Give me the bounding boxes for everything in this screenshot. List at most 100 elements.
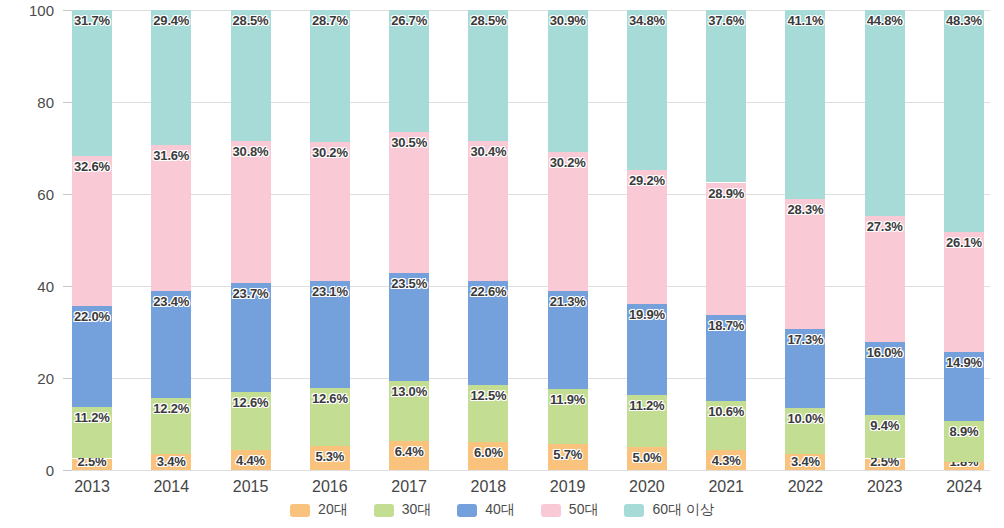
bar-segment-2013-50대	[72, 156, 112, 306]
y-axis-label-100: 100	[14, 3, 54, 18]
legend-label-60대 이상: 60대 이상	[652, 501, 713, 519]
bar-value-label-2023-60대 이상: 44.8%	[867, 13, 903, 28]
x-axis-label-2023: 2023	[867, 478, 903, 496]
legend-item-30대: 30대	[374, 501, 432, 519]
x-axis-label-2013: 2013	[74, 478, 110, 496]
bar-value-label-2020-40대: 19.9%	[629, 307, 665, 322]
gridline-60	[72, 194, 990, 195]
bar-value-label-2016-20대: 5.3%	[315, 449, 344, 464]
legend-label-40대: 40대	[485, 501, 515, 519]
x-axis-label-2017: 2017	[391, 478, 427, 496]
bar-value-label-2018-60대 이상: 28.5%	[470, 13, 506, 28]
x-axis-label-2022: 2022	[788, 478, 824, 496]
bar-segment-2016-50대	[310, 142, 350, 281]
bar-segment-2015-60대 이상	[231, 10, 271, 141]
bar-value-label-2014-60대 이상: 29.4%	[153, 13, 189, 28]
y-axis-label-40: 40	[14, 279, 54, 294]
bar-value-label-2013-60대 이상: 31.7%	[74, 13, 110, 28]
legend: 20대 30대 40대 50대 60대 이상	[0, 501, 1004, 519]
x-axis-label-2015: 2015	[233, 478, 269, 496]
gridline-0	[72, 470, 990, 471]
bar-value-label-2015-30대: 12.6%	[233, 395, 269, 410]
bar-segment-2023-50대	[865, 216, 905, 342]
bar-value-label-2020-30대: 11.2%	[629, 398, 664, 413]
y-axis-label-80: 80	[14, 95, 54, 110]
bar-value-label-2020-60대 이상: 34.8%	[629, 13, 665, 28]
y-axis-tick-80	[63, 102, 72, 103]
bar-segment-2014-60대 이상	[151, 10, 191, 145]
bar-value-label-2016-60대 이상: 28.7%	[312, 13, 348, 28]
bar-value-label-2024-40대: 14.9%	[946, 355, 982, 370]
bar-value-label-2016-50대: 30.2%	[312, 145, 348, 160]
x-axis-label-2024: 2024	[946, 478, 982, 496]
bar-segment-2021-60대 이상	[706, 10, 746, 183]
x-axis-label-2021: 2021	[708, 478, 744, 496]
bar-value-label-2024-50대: 26.1%	[946, 235, 982, 250]
legend-label-50대: 50대	[569, 501, 599, 519]
bar-segment-2020-50대	[627, 170, 667, 304]
bar-value-label-2024-60대 이상: 48.3%	[946, 13, 982, 28]
bar-value-label-2022-20대: 3.4%	[791, 454, 820, 469]
bar-value-label-2013-50대: 32.6%	[74, 159, 110, 174]
bar-segment-2020-60대 이상	[627, 10, 667, 170]
bar-segment-2024-60대 이상	[944, 10, 984, 232]
bar-value-label-2014-40대: 23.4%	[153, 294, 189, 309]
x-axis-label-2018: 2018	[471, 478, 507, 496]
bar-value-label-2021-30대: 10.6%	[708, 404, 744, 419]
bar-value-label-2021-40대: 18.7%	[708, 318, 744, 333]
bar-value-label-2017-40대: 23.5%	[391, 276, 427, 291]
bar-segment-2014-50대	[151, 145, 191, 290]
y-axis-label-60: 60	[14, 187, 54, 202]
bar-value-label-2014-20대: 3.4%	[157, 454, 186, 469]
bar-segment-2021-50대	[706, 183, 746, 316]
bar-value-label-2014-30대: 12.2%	[153, 401, 189, 416]
bar-value-label-2020-20대: 5.0%	[632, 450, 661, 465]
bar-segment-2019-50대	[548, 152, 588, 291]
bar-value-label-2021-50대: 28.9%	[708, 186, 744, 201]
bar-segment-2018-50대	[468, 141, 508, 281]
bar-value-label-2020-50대: 29.2%	[629, 173, 665, 188]
bar-value-label-2019-40대: 21.3%	[550, 294, 586, 309]
bar-value-label-2023-40대: 16.0%	[867, 345, 903, 360]
bar-segment-2015-50대	[231, 141, 271, 283]
y-axis-tick-100	[63, 10, 72, 11]
bar-segment-2022-50대	[785, 199, 825, 329]
legend-swatch-icon-30대	[374, 504, 394, 517]
bar-value-label-2021-60대 이상: 37.6%	[708, 13, 744, 28]
legend-item-40대: 40대	[457, 501, 515, 519]
bar-value-label-2018-30대: 12.5%	[470, 388, 506, 403]
legend-label-20대: 20대	[318, 501, 348, 519]
y-axis-label-0: 0	[14, 463, 54, 478]
bar-value-label-2017-50대: 30.5%	[391, 135, 427, 150]
bar-value-label-2022-50대: 28.3%	[788, 202, 824, 217]
gridline-100	[72, 10, 990, 11]
y-axis-tick-60	[63, 194, 72, 195]
bar-value-label-2019-20대: 5.7%	[553, 447, 582, 462]
bar-value-label-2017-20대: 6.4%	[395, 444, 424, 459]
y-axis-tick-40	[63, 286, 72, 287]
legend-item-50대: 50대	[541, 501, 599, 519]
bar-value-label-2019-60대 이상: 30.9%	[550, 13, 586, 28]
bar-value-label-2014-50대: 31.6%	[153, 148, 189, 163]
bar-segment-2016-60대 이상	[310, 10, 350, 142]
bar-value-label-2016-30대: 12.6%	[312, 391, 348, 406]
bar-value-label-2022-60대 이상: 41.1%	[788, 13, 824, 28]
bar-value-label-2023-30대: 9.4%	[870, 418, 899, 433]
bar-value-label-2017-60대 이상: 26.7%	[391, 13, 427, 28]
bar-segment-2017-60대 이상	[389, 10, 429, 133]
bar-value-label-2015-50대: 30.8%	[233, 144, 269, 159]
legend-swatch-icon-20대	[290, 504, 310, 517]
bar-value-label-2017-30대: 13.0%	[391, 384, 427, 399]
y-axis-tick-0	[63, 470, 72, 471]
legend-item-60대 이상: 60대 이상	[624, 501, 713, 519]
bar-segment-2024-50대	[944, 232, 984, 352]
legend-swatch-icon-60대 이상	[624, 504, 644, 517]
bar-segment-2022-60대 이상	[785, 10, 825, 199]
x-axis-label-2016: 2016	[312, 478, 348, 496]
bar-segment-2019-60대 이상	[548, 10, 588, 152]
bar-value-label-2018-40대: 22.6%	[470, 284, 506, 299]
legend-item-20대: 20대	[290, 501, 348, 519]
bar-value-label-2016-40대: 23.1%	[312, 284, 348, 299]
legend-label-30대: 30대	[402, 501, 432, 519]
stacked-bar-chart: 0204060801002.5%11.2%22.0%32.6%31.7%2013…	[0, 0, 1004, 528]
